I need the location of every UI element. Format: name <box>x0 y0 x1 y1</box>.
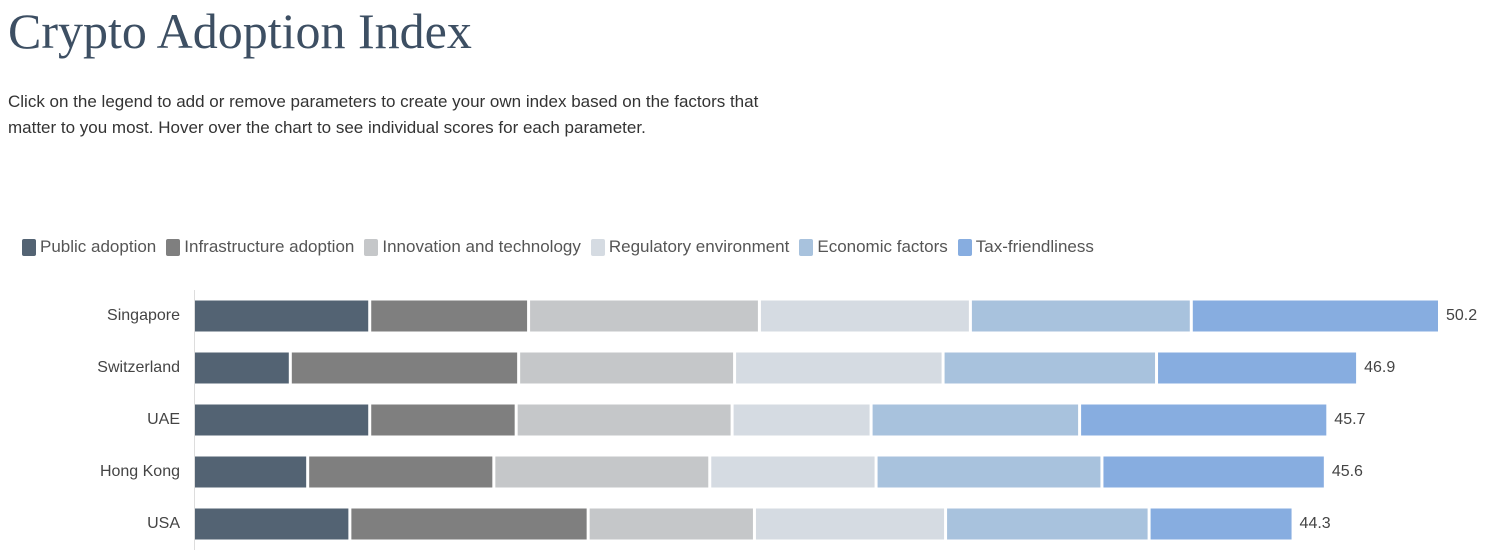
y-tick-label: Singapore <box>107 307 180 324</box>
total-label: 44.3 <box>1300 515 1331 532</box>
bar-segment <box>1103 456 1324 488</box>
y-tick-label: UAE <box>147 411 180 428</box>
legend-label: Infrastructure adoption <box>184 237 355 256</box>
bar-segment <box>1158 352 1357 384</box>
bar-segment <box>351 508 587 540</box>
bar-segment <box>195 352 289 384</box>
bar-segment <box>371 404 515 436</box>
bar-segment <box>195 300 369 332</box>
legend-label: Tax-friendliness <box>975 237 1094 256</box>
bar-segment <box>195 508 349 540</box>
legend-item[interactable]: Infrastructure adoption <box>166 237 354 257</box>
legend-swatch <box>590 238 605 256</box>
bar-segment <box>495 456 709 488</box>
bar-segment <box>309 456 493 488</box>
total-label: 45.7 <box>1334 411 1365 428</box>
bar-segment <box>733 404 870 436</box>
legend-label: Regulatory environment <box>608 237 790 256</box>
total-label: 45.6 <box>1332 463 1363 480</box>
legend: Public adoption Infrastructure adoption In… <box>22 237 1094 257</box>
bar-segment <box>1150 508 1292 540</box>
bar-segment <box>1081 404 1327 436</box>
bar-segment <box>971 300 1190 332</box>
bar-segment <box>517 404 731 436</box>
legend-swatch <box>364 238 379 256</box>
y-tick-label: USA <box>147 515 180 532</box>
bar-segment <box>589 508 753 540</box>
legend-swatch <box>799 238 814 256</box>
legend-swatch <box>22 238 36 256</box>
bar-segment <box>872 404 1079 436</box>
bar-segment <box>760 300 969 332</box>
total-label: 50.2 <box>1446 307 1477 324</box>
legend-swatch <box>166 238 181 256</box>
bar-segment <box>371 300 528 332</box>
legend-swatch <box>957 238 972 256</box>
y-tick-label: Hong Kong <box>100 463 180 480</box>
bar-segment <box>195 456 307 488</box>
bar-segment <box>736 352 942 384</box>
bar-segment <box>1192 300 1438 332</box>
bar-segment <box>755 508 945 540</box>
legend-item[interactable]: Tax-friendliness <box>957 237 1094 257</box>
legend-label: Economic factors <box>817 237 948 256</box>
bar-segment <box>520 352 734 384</box>
y-tick-label: Switzerland <box>97 359 180 376</box>
bar-segment <box>291 352 518 384</box>
legend-label: Public adoption <box>40 237 157 256</box>
bar-segment <box>877 456 1101 488</box>
bar-segment <box>711 456 875 488</box>
bar-segment <box>530 300 758 332</box>
chart-title: Crypto Adoption Index <box>8 3 472 59</box>
legend-item[interactable]: Innovation and technology <box>364 237 581 257</box>
bar-segment <box>944 352 1156 384</box>
chart-subtitle: Click on the legend to add or remove par… <box>8 92 759 137</box>
total-label: 46.9 <box>1364 359 1395 376</box>
bar-segment <box>947 508 1148 540</box>
legend-item[interactable]: Regulatory environment <box>590 237 790 257</box>
bar-segment <box>195 404 369 436</box>
legend-item[interactable]: Economic factors <box>799 237 948 257</box>
legend-label: Innovation and technology <box>382 237 581 256</box>
legend-item[interactable]: Public adoption <box>22 237 156 257</box>
